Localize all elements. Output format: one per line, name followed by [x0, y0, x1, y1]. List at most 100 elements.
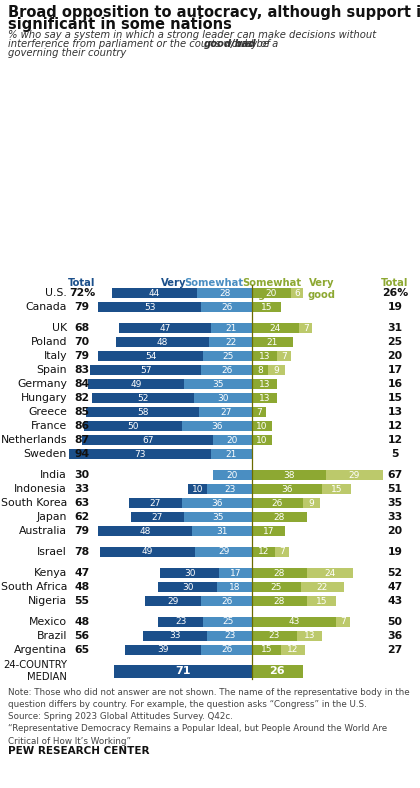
Text: 79: 79: [74, 351, 89, 361]
Text: 54: 54: [145, 351, 156, 360]
Text: 20: 20: [227, 436, 238, 444]
Text: Very
bad: Very bad: [161, 278, 187, 299]
Text: Greece: Greece: [28, 407, 67, 417]
Bar: [112, 288, 197, 298]
Bar: [98, 526, 192, 536]
Bar: [209, 337, 252, 347]
Text: Spain: Spain: [37, 365, 67, 375]
Text: % who say a system in which a strong leader can make decisions without: % who say a system in which a strong lea…: [8, 30, 376, 40]
Text: 30: 30: [217, 393, 228, 403]
Text: 7: 7: [303, 324, 309, 333]
Bar: [131, 512, 184, 522]
Text: 15: 15: [261, 645, 273, 655]
Text: 47: 47: [387, 582, 403, 592]
Text: 86: 86: [74, 421, 89, 431]
Text: Japan: Japan: [37, 512, 67, 522]
Bar: [182, 421, 252, 431]
Text: 26: 26: [221, 597, 232, 605]
Text: 47: 47: [74, 568, 89, 578]
Bar: [100, 547, 195, 557]
Bar: [252, 407, 265, 417]
Bar: [252, 512, 307, 522]
Text: 22: 22: [317, 582, 328, 592]
Text: 48: 48: [157, 337, 168, 347]
Text: 24: 24: [324, 568, 336, 578]
Bar: [326, 470, 383, 480]
Text: 25: 25: [222, 618, 234, 626]
Bar: [307, 568, 353, 578]
Text: 17: 17: [230, 568, 241, 578]
Text: 23: 23: [269, 631, 280, 641]
Text: 43: 43: [288, 618, 299, 626]
Text: 23: 23: [175, 618, 186, 626]
Bar: [211, 323, 252, 333]
Text: PEW RESEARCH CENTER: PEW RESEARCH CENTER: [8, 746, 150, 756]
Bar: [160, 568, 219, 578]
Bar: [252, 568, 307, 578]
Bar: [116, 337, 209, 347]
Text: governing their country: governing their country: [8, 48, 126, 58]
Text: 9: 9: [273, 366, 279, 374]
Text: 27: 27: [387, 645, 403, 655]
Text: South Korea: South Korea: [1, 498, 67, 508]
Text: Hungary: Hungary: [21, 393, 67, 403]
Text: 36: 36: [211, 499, 223, 507]
Text: Sweden: Sweden: [24, 449, 67, 459]
Text: 26: 26: [221, 303, 232, 311]
Text: UK: UK: [52, 323, 67, 333]
Bar: [82, 435, 213, 445]
Text: 67: 67: [387, 470, 403, 480]
Text: Broad opposition to autocracy, although support is: Broad opposition to autocracy, although …: [8, 5, 420, 20]
Text: 24-COUNTRY
MEDIAN: 24-COUNTRY MEDIAN: [3, 660, 67, 682]
Bar: [252, 596, 307, 606]
Text: 57: 57: [140, 366, 152, 374]
Bar: [291, 288, 303, 298]
Bar: [88, 379, 184, 389]
Text: 12: 12: [387, 421, 402, 431]
Text: significant in some nations: significant in some nations: [8, 17, 232, 32]
Bar: [184, 512, 252, 522]
Text: 26: 26: [270, 666, 285, 676]
Text: 26: 26: [221, 645, 232, 655]
Bar: [299, 323, 312, 333]
Text: 10: 10: [256, 436, 268, 444]
Bar: [113, 664, 252, 678]
Bar: [203, 617, 252, 627]
Text: 27: 27: [150, 499, 161, 507]
Text: 13: 13: [259, 393, 270, 403]
Text: 20: 20: [387, 526, 402, 536]
Text: Australia: Australia: [19, 526, 67, 536]
Text: 63: 63: [74, 498, 89, 508]
Text: 83: 83: [74, 365, 89, 375]
Text: U.S.: U.S.: [45, 288, 67, 298]
Bar: [252, 582, 301, 592]
Text: 20: 20: [387, 351, 402, 361]
Text: 25: 25: [270, 582, 282, 592]
Bar: [301, 582, 344, 592]
Text: 6: 6: [294, 288, 300, 298]
Text: 24: 24: [270, 324, 281, 333]
Text: 36: 36: [211, 422, 223, 430]
Text: Argentina: Argentina: [14, 645, 67, 655]
Bar: [336, 617, 349, 627]
Bar: [252, 645, 281, 655]
Text: 23: 23: [224, 631, 235, 641]
Bar: [201, 365, 252, 375]
Text: 10: 10: [192, 485, 203, 493]
Bar: [86, 407, 200, 417]
Text: 5: 5: [391, 449, 399, 459]
Bar: [252, 547, 276, 557]
Bar: [207, 631, 252, 641]
Text: 21: 21: [267, 337, 278, 347]
Bar: [188, 484, 207, 494]
Text: 13: 13: [259, 380, 270, 388]
Text: 16: 16: [387, 379, 402, 389]
Bar: [297, 631, 322, 641]
Bar: [201, 302, 252, 312]
Text: 48: 48: [74, 582, 89, 592]
Text: Note: Those who did not answer are not shown. The name of the representative bod: Note: Those who did not answer are not s…: [8, 688, 410, 745]
Text: Indonesia: Indonesia: [14, 484, 67, 494]
Text: 84: 84: [74, 379, 89, 389]
Text: 73: 73: [134, 449, 146, 459]
Text: 15: 15: [315, 597, 327, 605]
